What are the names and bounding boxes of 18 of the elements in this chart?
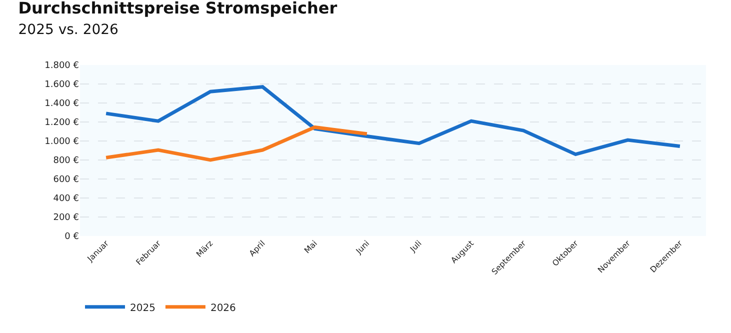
y-tick-label: 1.400 € xyxy=(44,99,80,110)
chart-title: Durchschnittspreise Stromspeicher xyxy=(18,0,338,18)
y-tick-label: 200 € xyxy=(53,213,80,224)
y-tick-label: 1.000 € xyxy=(44,137,80,148)
x-tick-label: Juli xyxy=(408,238,424,254)
legend-label: 2025 xyxy=(130,302,156,314)
x-tick-label: Mai xyxy=(302,238,319,256)
y-tick-label: 1.200 € xyxy=(44,118,80,128)
y-tick-label: 600 € xyxy=(53,175,80,186)
y-tick-label: 1.800 € xyxy=(44,61,80,72)
line-series xyxy=(104,85,682,156)
chart-subtitle: 2025 vs. 2026 xyxy=(18,22,119,38)
y-tick-label: 800 € xyxy=(53,156,80,166)
line-series xyxy=(104,125,369,162)
y-tick-label: 400 € xyxy=(53,194,80,204)
y-tick-label: 1.600 € xyxy=(44,80,80,90)
legend-label: 2026 xyxy=(210,302,236,314)
y-tick-label: 0 € xyxy=(64,232,80,242)
